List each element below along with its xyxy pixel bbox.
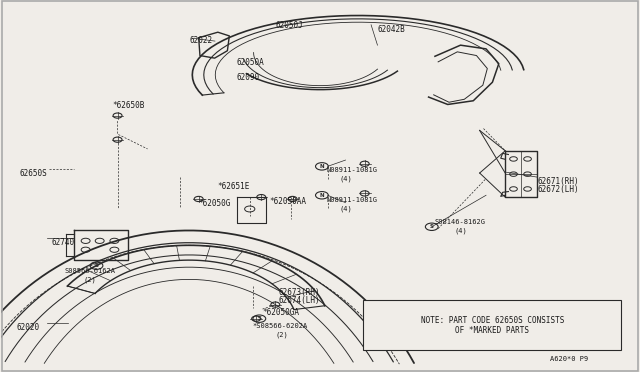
Text: S: S	[429, 224, 434, 229]
Text: (4): (4)	[339, 205, 352, 212]
Text: (4): (4)	[454, 228, 467, 234]
FancyBboxPatch shape	[364, 300, 621, 350]
Text: 62740: 62740	[52, 238, 75, 247]
Text: N: N	[319, 193, 324, 198]
Text: N08911-1081G: N08911-1081G	[326, 197, 378, 203]
Text: 62050J: 62050J	[275, 21, 303, 30]
Text: S08146-8162G: S08146-8162G	[435, 219, 486, 225]
Text: 62022: 62022	[189, 36, 212, 45]
Text: S: S	[95, 263, 99, 268]
Text: (4): (4)	[339, 176, 352, 182]
Text: 62671(RH): 62671(RH)	[537, 177, 579, 186]
Text: (2): (2)	[84, 277, 97, 283]
Text: 62673(RH): 62673(RH)	[278, 288, 320, 297]
Text: *62050GA: *62050GA	[262, 308, 300, 317]
Text: 62674(LH): 62674(LH)	[278, 296, 320, 305]
Text: NOTE: PART CODE 62650S CONSISTS
OF *MARKED PARTS: NOTE: PART CODE 62650S CONSISTS OF *MARK…	[420, 316, 564, 335]
Text: *62650B: *62650B	[113, 101, 145, 110]
Text: 62672(LH): 62672(LH)	[537, 185, 579, 194]
Text: *62050AA: *62050AA	[269, 197, 306, 206]
Text: N08911-1081G: N08911-1081G	[326, 167, 378, 173]
Text: 62650S: 62650S	[20, 169, 47, 178]
Text: 62090: 62090	[237, 73, 260, 82]
Text: 62050A: 62050A	[237, 58, 265, 67]
Text: *62050G: *62050G	[198, 199, 231, 208]
Text: 62042B: 62042B	[378, 25, 405, 34]
Text: 62020: 62020	[17, 323, 40, 332]
Text: *S08566-6202A: *S08566-6202A	[253, 323, 308, 329]
Text: S08566-6162A: S08566-6162A	[65, 267, 116, 273]
Text: (2): (2)	[275, 331, 288, 338]
Text: N: N	[319, 164, 324, 169]
Text: *62651E: *62651E	[218, 182, 250, 191]
Text: S: S	[257, 316, 261, 321]
Text: A620*0 P9: A620*0 P9	[550, 356, 588, 362]
